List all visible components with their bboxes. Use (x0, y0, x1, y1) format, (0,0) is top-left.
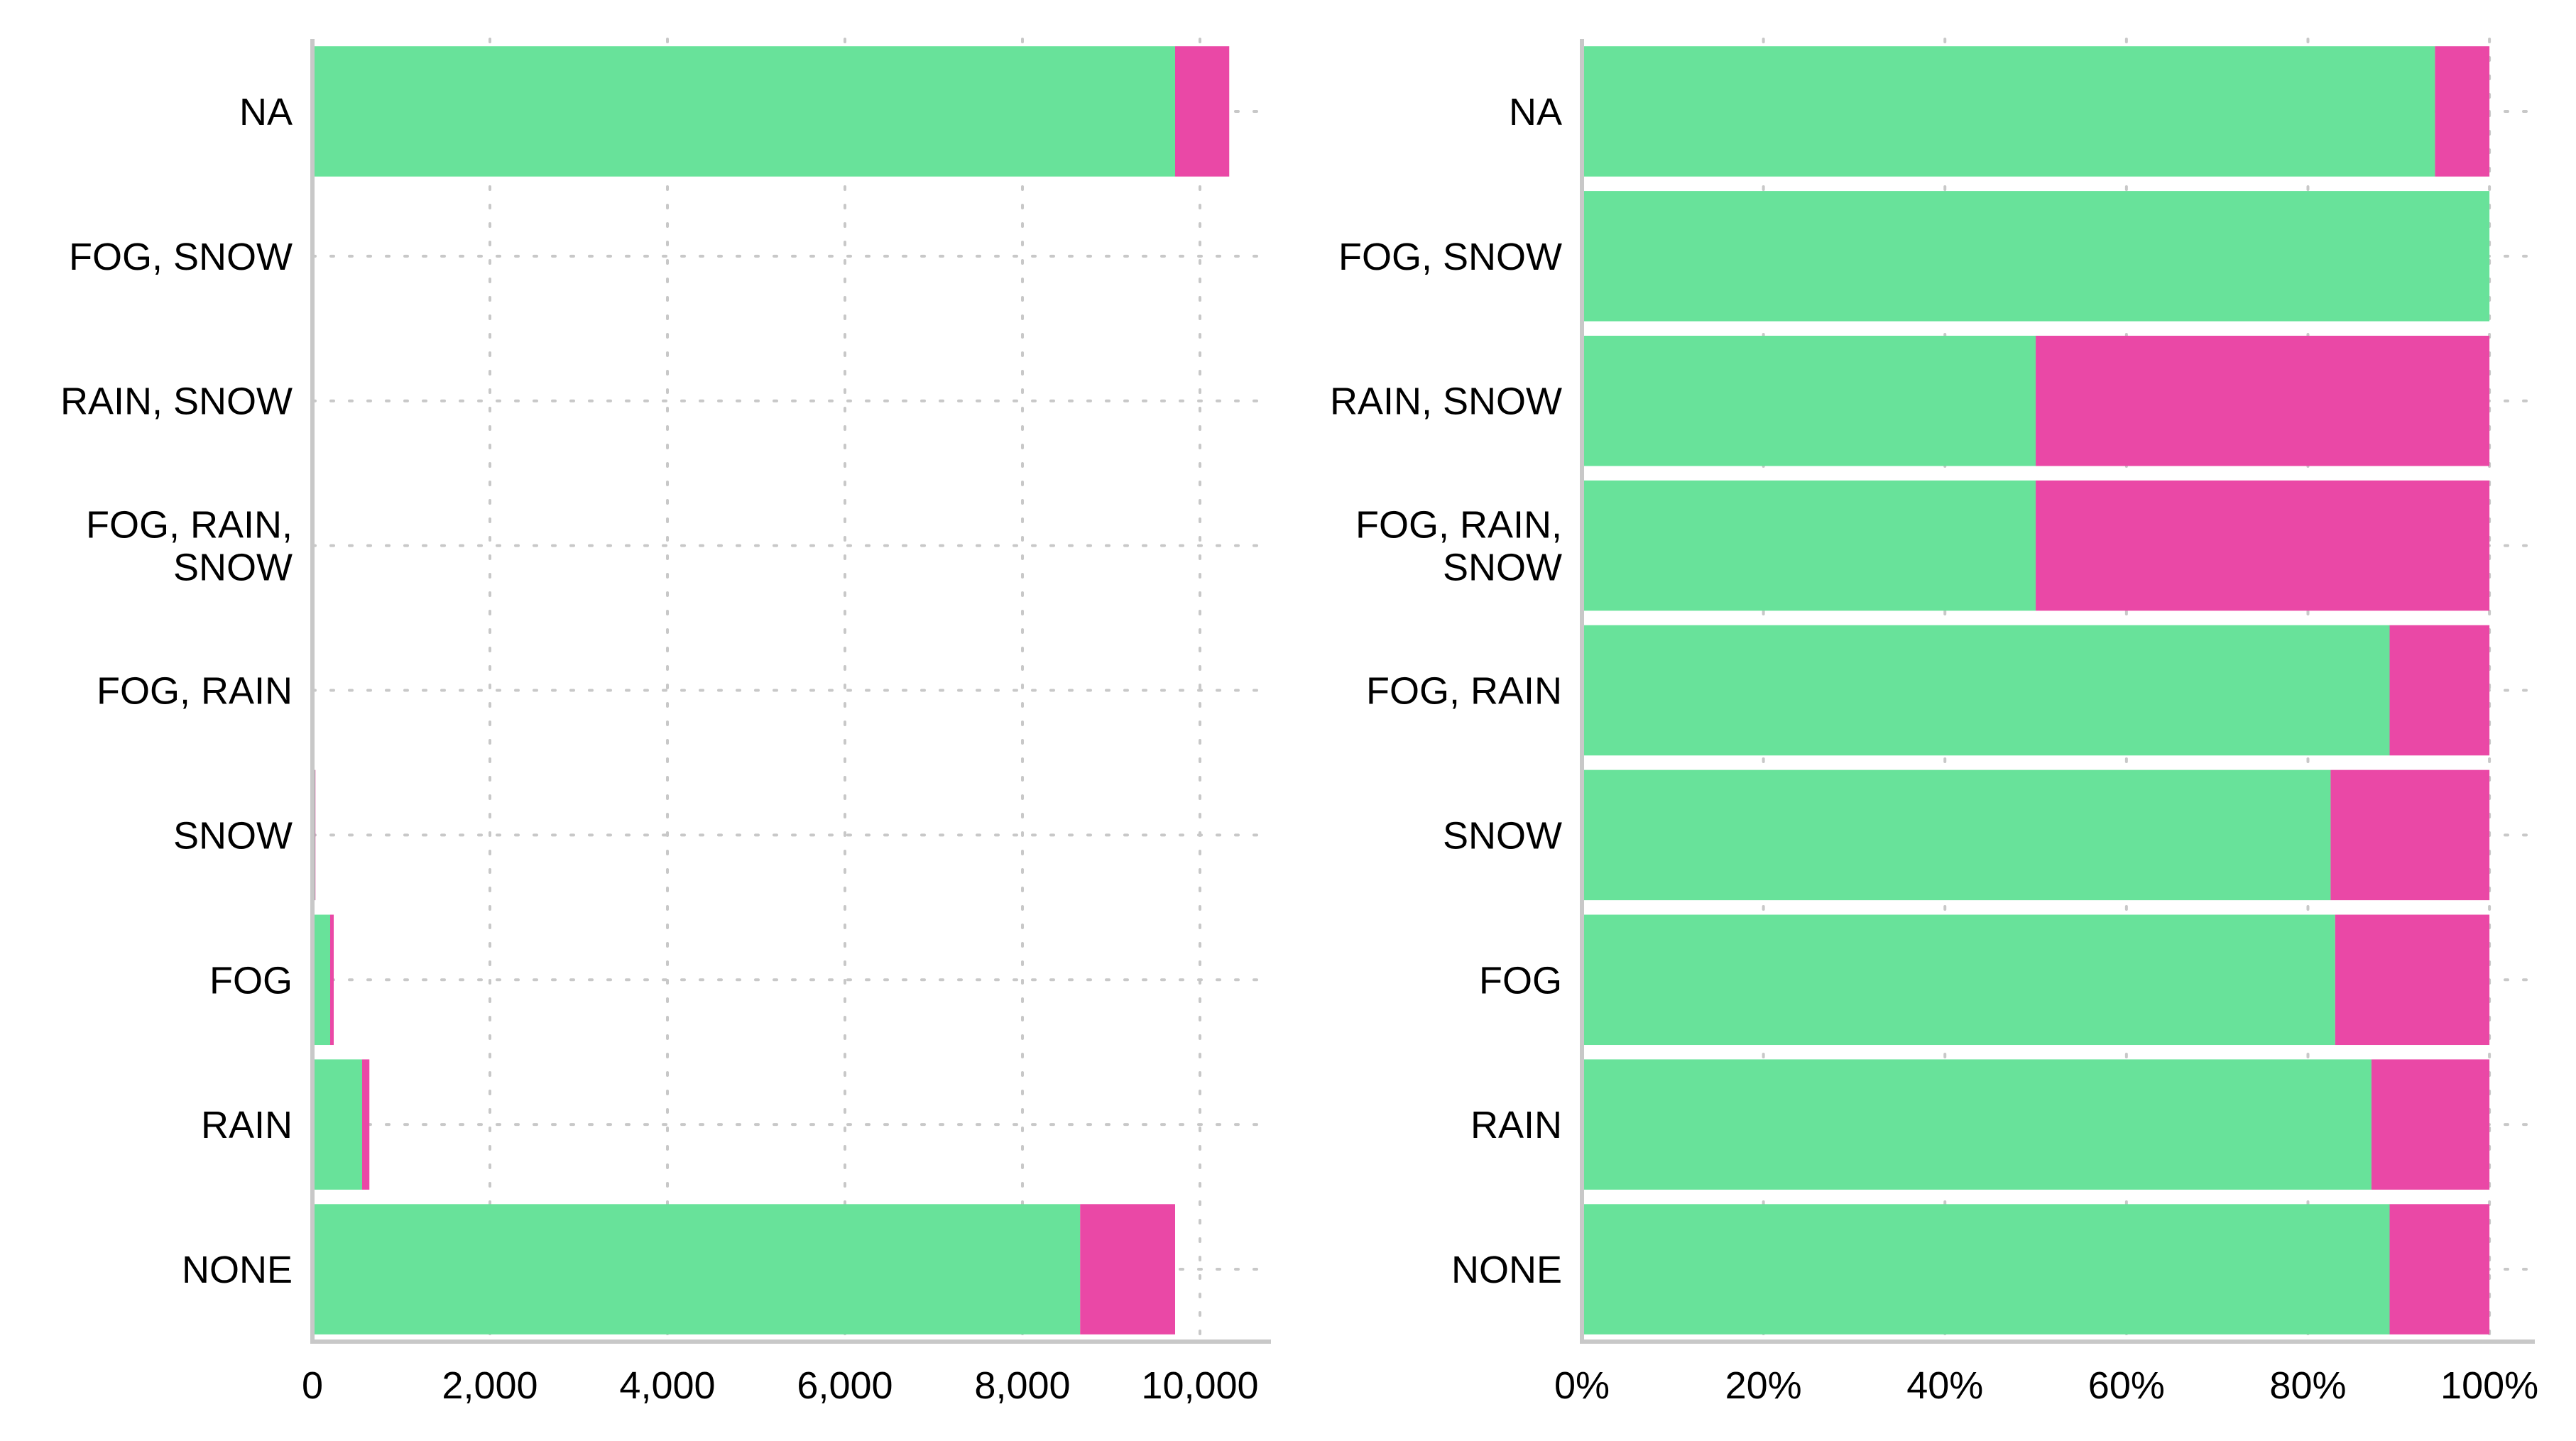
bar-segment-fog-series-1 (312, 915, 330, 1046)
category-label: FOG, RAIN (97, 670, 293, 713)
bar-segment-rain-snow-series-2 (2036, 336, 2489, 466)
x-tick-label: 40% (1906, 1364, 1983, 1407)
category-label: NONE (182, 1249, 293, 1291)
category-label: SNOW (1443, 814, 1562, 857)
bar-segment-none-series-1 (1582, 1204, 2390, 1335)
x-tick-label: 0 (302, 1364, 323, 1407)
bar-segment-snow-series-1 (1582, 770, 2330, 901)
bar-segment-none-series-2 (2390, 1204, 2490, 1335)
category-label: FOG, RAIN, (86, 504, 293, 547)
category-label: RAIN, SNOW (60, 380, 293, 423)
bar-segment-fog-series-1 (1582, 915, 2335, 1046)
bar-segment-rain-series-2 (2372, 1059, 2489, 1190)
bar-segment-rain-series-2 (362, 1059, 369, 1190)
category-label: FOG, RAIN (1366, 670, 1562, 713)
bar-segment-na-series-2 (2435, 46, 2489, 177)
x-tick-label: 0% (1554, 1364, 1610, 1407)
bar-segment-fog-rain-snow-series-2 (2036, 481, 2489, 611)
category-label: FOG, SNOW (69, 236, 293, 278)
category-label: FOG, SNOW (1338, 236, 1562, 278)
bar-segment-snow-series-2 (2330, 770, 2489, 901)
bar-segment-rain-snow-series-1 (1582, 336, 2036, 466)
category-label: FOG (209, 959, 293, 1002)
bar-segment-fog-series-2 (330, 915, 334, 1046)
bar-segment-fog-snow-series-1 (1582, 191, 2489, 322)
x-tick-label: 4,000 (619, 1364, 715, 1407)
category-label: FOG, RAIN, (1355, 504, 1562, 547)
category-label: FOG (1479, 959, 1562, 1002)
x-tick-label: 8,000 (974, 1364, 1070, 1407)
bar-segment-none-series-2 (1080, 1204, 1175, 1335)
x-tick-label: 6,000 (797, 1364, 893, 1407)
bar-segment-fog-series-2 (2335, 915, 2489, 1046)
category-label: NA (239, 91, 293, 133)
category-label: SNOW (173, 547, 293, 589)
bar-segment-na-series-1 (312, 46, 1175, 177)
category-label: SNOW (173, 814, 293, 857)
category-label: NA (1509, 91, 1562, 133)
bar-segment-none-series-1 (312, 1204, 1080, 1335)
category-label: RAIN (201, 1104, 293, 1146)
bar-segment-fog-rain-series-1 (1582, 625, 2390, 756)
panel-absolute-counts: 0 2,000 4,000 6,000 8,000 10,000 NA FOG, SNOW RA… (60, 39, 1271, 1407)
x-tick-label: 60% (2088, 1364, 2165, 1407)
x-tick-label: 100% (2440, 1364, 2538, 1407)
bar-segment-rain-series-1 (1582, 1059, 2372, 1190)
x-tick-label: 10,000 (1141, 1364, 1258, 1407)
x-tick-label: 80% (2269, 1364, 2346, 1407)
category-label: NONE (1451, 1249, 1562, 1291)
panel-percentage: 0% 20% 40% 60% 80% 100% NA FOG, SNOW RAIN, SNOW F… (1330, 39, 2538, 1407)
bar-segment-fog-rain-snow-series-1 (1582, 481, 2036, 611)
x-tick-label: 2,000 (442, 1364, 537, 1407)
bar-segment-na-series-2 (1175, 46, 1229, 177)
x-tick-label: 20% (1725, 1364, 1802, 1407)
category-label: RAIN (1470, 1104, 1562, 1146)
bar-segment-na-series-1 (1582, 46, 2435, 177)
category-label: SNOW (1443, 547, 1562, 589)
bar-segment-rain-series-1 (312, 1059, 362, 1190)
category-label: RAIN, SNOW (1330, 380, 1562, 423)
bar-segment-fog-rain-series-2 (2390, 625, 2490, 756)
bar-segment-snow-series-2 (315, 770, 316, 901)
